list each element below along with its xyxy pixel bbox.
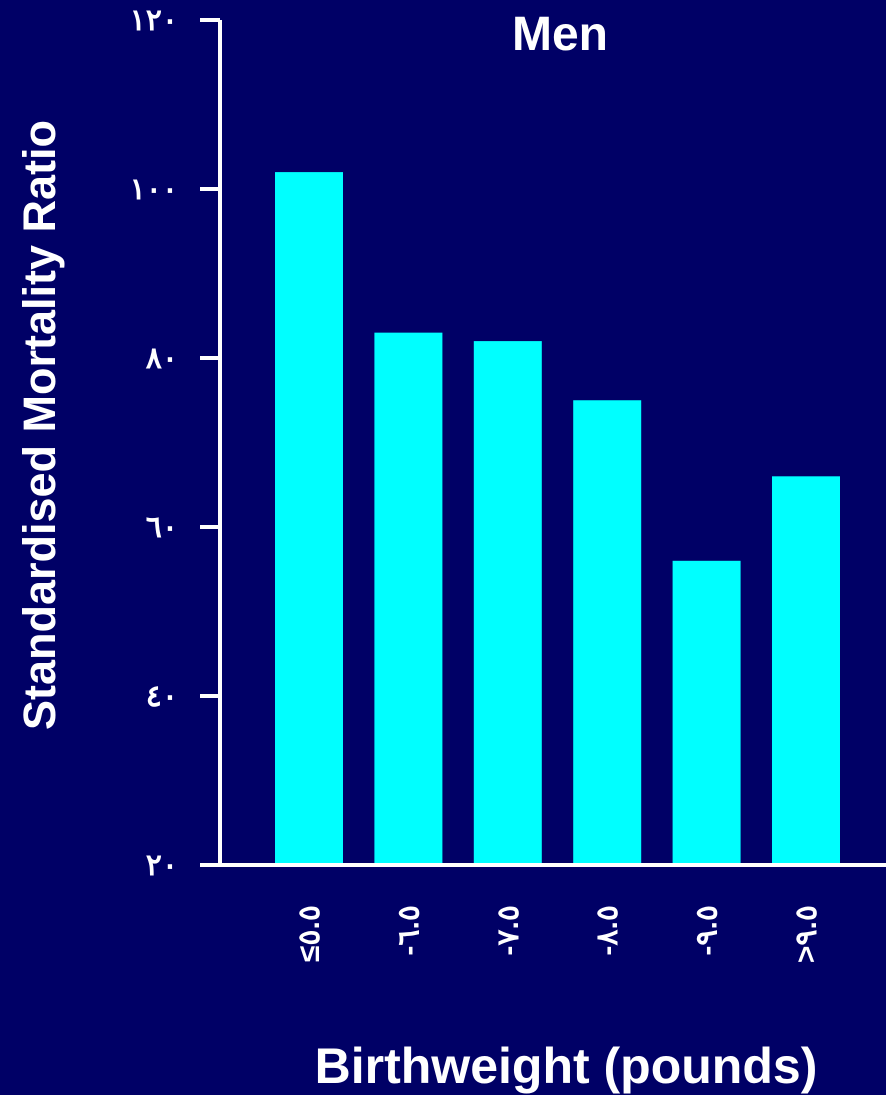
bars-layer bbox=[275, 172, 840, 866]
bar bbox=[473, 341, 542, 866]
bar bbox=[672, 560, 741, 865]
y-tick-label: ٨٠ bbox=[146, 342, 178, 375]
chart-title: Men bbox=[512, 8, 608, 61]
y-tick-label: ٦٠ bbox=[146, 511, 178, 544]
x-tick-label: -٩.٥ bbox=[691, 905, 724, 956]
y-axis-label: Standardised Mortality Ratio bbox=[14, 120, 65, 730]
x-axis-label: Birthweight (pounds) bbox=[315, 1038, 818, 1094]
x-tick-label: -٦.٥ bbox=[392, 905, 425, 956]
x-tick-label: -٧.٥ bbox=[492, 905, 525, 956]
bar bbox=[772, 476, 840, 865]
bar bbox=[275, 172, 343, 866]
x-tick-label: ≤٥.٥ bbox=[293, 905, 326, 962]
bar bbox=[573, 400, 642, 865]
y-tick-label: ٤٠ bbox=[146, 680, 178, 713]
x-tick-label: >٩.٥ bbox=[790, 905, 823, 963]
y-ticks-layer: ٢٠ ٤٠ ٦٠ ٨٠ ١٠٠ ١٢٠ bbox=[130, 4, 220, 882]
x-tick-label: -٨.٥ bbox=[591, 905, 624, 956]
y-tick-label: ١٠٠ bbox=[130, 173, 178, 206]
y-tick-label: ١٢٠ bbox=[130, 4, 178, 37]
y-tick-label: ٢٠ bbox=[146, 849, 178, 882]
bar bbox=[374, 332, 443, 865]
x-tick-labels-layer: ≤٥.٥ -٦.٥ -٧.٥ -٨.٥ -٩.٥ >٩.٥ bbox=[293, 905, 823, 963]
